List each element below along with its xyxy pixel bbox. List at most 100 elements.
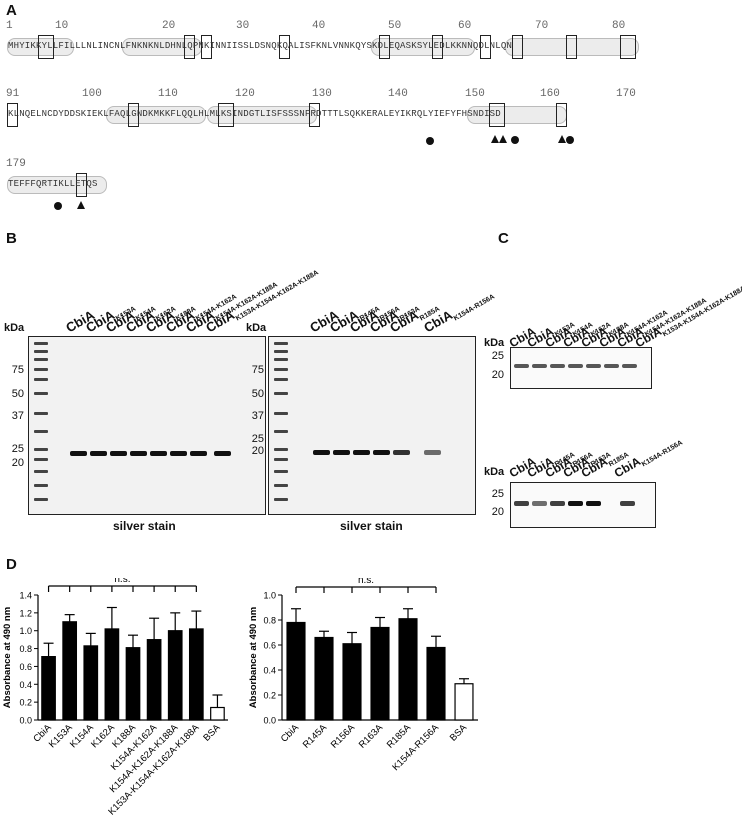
lysine-box bbox=[432, 35, 443, 59]
protein-band bbox=[532, 501, 547, 506]
y-tick-label: 0.2 bbox=[263, 691, 276, 701]
absorbance-chart-right: 0.0 0.2 0.4 0.6 0.8 1.0 Absorbance at 490 nm Cb… bbox=[248, 578, 478, 773]
ladder-band bbox=[274, 412, 288, 415]
protein-band bbox=[424, 450, 441, 455]
y-axis-label: Absorbance at 490 nm bbox=[248, 607, 259, 708]
bar bbox=[314, 636, 334, 721]
ns-annotation: n.s. bbox=[358, 578, 374, 586]
mw-marker-label: 20 bbox=[11, 457, 24, 469]
ladder-band bbox=[34, 350, 48, 353]
lysine-box bbox=[218, 103, 234, 127]
mw-marker-label: 20 bbox=[251, 445, 264, 457]
protein-band bbox=[353, 450, 370, 455]
x-tick-label: CbiA bbox=[279, 722, 302, 745]
protein-band bbox=[393, 450, 410, 455]
ladder-band bbox=[274, 342, 288, 345]
ladder-band bbox=[274, 498, 288, 501]
ladder-band bbox=[274, 430, 288, 433]
c-top-blot bbox=[510, 347, 652, 389]
residue-number: 40 bbox=[312, 20, 326, 32]
absorbance-chart-left: 0.0 0.2 0.4 0.6 0.8 1.0 1.2 1.4 Absorbance at 49… bbox=[2, 578, 228, 818]
protein-band bbox=[214, 451, 231, 456]
helix-3-1 bbox=[7, 176, 107, 194]
mw-marker-label: 50 bbox=[11, 388, 24, 400]
residue-markers bbox=[54, 135, 574, 210]
ns-annotation: n.s. bbox=[114, 578, 130, 585]
y-tick-label: 0.0 bbox=[263, 716, 276, 726]
bar bbox=[104, 628, 120, 721]
b-left-caption: silver stain bbox=[113, 519, 176, 533]
ladder-band bbox=[274, 470, 288, 473]
y-tick-label: 1.0 bbox=[263, 591, 276, 601]
triangle-marker bbox=[491, 135, 499, 143]
protein-band bbox=[550, 501, 565, 506]
helix-1-3 bbox=[371, 38, 475, 56]
y-tick-label: 0.6 bbox=[19, 662, 32, 672]
protein-band bbox=[150, 451, 167, 456]
sequence-row-2: KLNQELNCDYDDSKIEKLFAQLGNDKMKKFLQQLHLMLKS… bbox=[8, 109, 501, 119]
bar bbox=[167, 630, 183, 721]
bar bbox=[62, 621, 78, 721]
lysine-box bbox=[7, 103, 18, 127]
lysine-box bbox=[556, 103, 567, 127]
lysine-box bbox=[620, 35, 636, 59]
ladder-band bbox=[34, 498, 48, 501]
ladder-band bbox=[274, 392, 288, 395]
x-tick-label: R156A bbox=[329, 722, 358, 751]
ladder-band bbox=[274, 448, 288, 451]
residue-number: 10 bbox=[55, 20, 69, 32]
ladder-band bbox=[34, 378, 48, 381]
y-tick-label: 0.8 bbox=[19, 644, 32, 654]
protein-band bbox=[373, 450, 390, 455]
protein-band bbox=[514, 364, 529, 368]
x-tick-label: R163A bbox=[357, 722, 386, 751]
residue-number: 170 bbox=[616, 88, 636, 100]
residue-number: 100 bbox=[82, 88, 102, 100]
ladder-band bbox=[34, 458, 48, 461]
lysine-box bbox=[489, 103, 505, 127]
protein-band bbox=[622, 364, 637, 368]
lysine-box bbox=[201, 35, 212, 59]
helix-2-1 bbox=[106, 106, 206, 124]
protein-band bbox=[568, 364, 583, 368]
panel-label-a: A bbox=[6, 2, 17, 19]
b-right-gel bbox=[268, 336, 476, 515]
ladder-band bbox=[34, 358, 48, 361]
b-right-caption: silver stain bbox=[340, 519, 403, 533]
helix-2-2 bbox=[207, 106, 317, 124]
y-tick-label: 0.6 bbox=[263, 641, 276, 651]
residue-number: 150 bbox=[465, 88, 485, 100]
sequence-row-3: TEFFFQRTIKLLETQS bbox=[8, 179, 98, 189]
y-tick-label: 0.8 bbox=[263, 616, 276, 626]
mw-marker-label: 75 bbox=[11, 364, 24, 376]
x-tick-label: BSA bbox=[448, 722, 470, 744]
bar bbox=[83, 645, 99, 721]
ladder-band bbox=[34, 342, 48, 345]
protein-band bbox=[130, 451, 147, 456]
lysine-box bbox=[279, 35, 290, 59]
ladder-band bbox=[34, 392, 48, 395]
triangle-marker bbox=[499, 135, 507, 143]
protein-band bbox=[110, 451, 127, 456]
y-tick-label: 0.4 bbox=[19, 680, 32, 690]
residue-number: 140 bbox=[388, 88, 408, 100]
bar bbox=[146, 639, 162, 721]
protein-band bbox=[333, 450, 350, 455]
lysine-box bbox=[38, 35, 54, 59]
mw-marker-label: 50 bbox=[251, 388, 264, 400]
ladder-band bbox=[274, 378, 288, 381]
bar bbox=[125, 647, 141, 721]
mw-marker-label: 20 bbox=[491, 369, 504, 381]
lysine-box bbox=[566, 35, 577, 59]
x-tick-label: BSA bbox=[201, 722, 223, 744]
lysine-box bbox=[512, 35, 523, 59]
y-tick-label: 1.0 bbox=[19, 626, 32, 636]
protein-band bbox=[532, 364, 547, 368]
circle-marker bbox=[566, 136, 574, 144]
helix-1-4 bbox=[505, 38, 639, 56]
ladder-band bbox=[34, 430, 48, 433]
mw-marker-label: 20 bbox=[491, 506, 504, 518]
panel-label-b: B bbox=[6, 230, 17, 247]
protein-band bbox=[550, 364, 565, 368]
residue-number: 110 bbox=[158, 88, 178, 100]
